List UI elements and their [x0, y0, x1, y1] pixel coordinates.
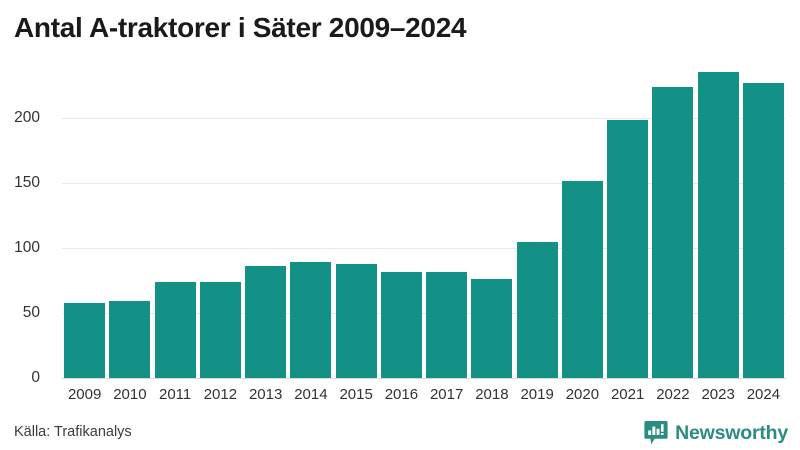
y-axis-tick-label: 150 [14, 174, 40, 192]
gridline [62, 313, 786, 315]
gridline [62, 378, 786, 379]
bar[interactable] [471, 279, 513, 378]
x-axis-tick-label: 2013 [248, 386, 283, 403]
newsworthy-logo: Newsworthy [644, 420, 788, 446]
x-axis-tick-label: 2011 [158, 386, 192, 403]
bar[interactable] [154, 281, 196, 378]
bar[interactable] [426, 271, 468, 378]
bar[interactable] [742, 83, 784, 378]
x-axis-ticks: 2009 2010 2011 2012 2013 2014 2015 2016 2017 2018… [62, 380, 786, 406]
gridline [62, 118, 786, 120]
bars-layer [62, 60, 786, 378]
bar[interactable] [697, 71, 739, 378]
gridline [62, 248, 786, 250]
y-axis-tick-label: 100 [14, 239, 40, 257]
x-axis-tick-label: 2023 [701, 386, 735, 403]
plot-area: 0 50 100 150 200 [14, 60, 786, 386]
source-note: Källa: Trafikanalys [14, 424, 132, 440]
bar-chart-bubble-icon [644, 421, 668, 445]
bar[interactable] [607, 119, 649, 378]
x-axis-tick-label: 2024 [746, 386, 781, 403]
x-axis-tick-label: 2015 [339, 386, 373, 403]
x-axis-tick-label: 2022 [656, 386, 690, 403]
bar[interactable] [516, 241, 558, 378]
x-axis-tick-label: 2014 [294, 386, 328, 403]
bar[interactable] [199, 281, 241, 378]
y-axis-tick-label: 50 [22, 304, 40, 322]
x-axis-tick-label: 2017 [429, 386, 464, 403]
y-axis-tick-label: 200 [14, 109, 40, 127]
x-axis-tick-label: 2018 [475, 386, 509, 403]
x-axis-tick-label: 2021 [610, 386, 645, 403]
bar[interactable] [245, 266, 287, 378]
bar[interactable] [652, 87, 694, 378]
x-axis-tick-label: 2012 [203, 386, 238, 403]
bar[interactable] [380, 271, 422, 378]
bar[interactable] [290, 262, 332, 378]
bar[interactable] [109, 301, 151, 378]
newsworthy-wordmark: Newsworthy [675, 421, 788, 444]
x-axis-tick-label: 2010 [113, 386, 147, 403]
chart-footer: Källa: Trafikanalys Newsworthy [0, 418, 800, 450]
y-axis-tick-label: 0 [31, 369, 40, 386]
x-axis-tick-label: 2020 [565, 386, 600, 403]
gridline [62, 183, 786, 185]
x-axis-tick-label: 2016 [384, 386, 419, 403]
bar[interactable] [64, 302, 106, 378]
bar[interactable] [335, 263, 377, 378]
x-axis-tick-label: 2009 [67, 386, 102, 403]
chart-title: Antal A-traktorer i Säter 2009–2024 [14, 12, 467, 43]
bar[interactable] [561, 180, 603, 378]
x-axis-tick-label: 2019 [520, 386, 554, 403]
